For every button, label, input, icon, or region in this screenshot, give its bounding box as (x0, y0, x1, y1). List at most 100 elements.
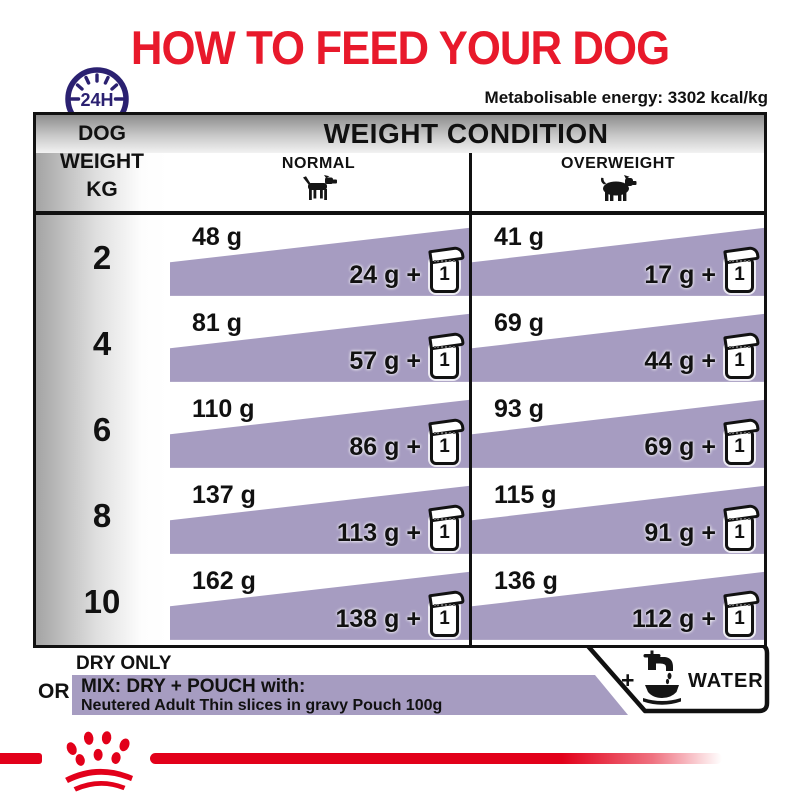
feeding-table: WEIGHT CONDITION DOG WEIGHT KG NORMAL (33, 112, 767, 648)
pouch-icon: 1 (430, 257, 459, 293)
dry-amount: 162 g (192, 567, 256, 595)
water-label: WATER (688, 670, 764, 692)
mix-grams: 17 g (644, 260, 695, 289)
cell-normal: 137 g 113 g + 1 (170, 473, 469, 559)
plus-sign: + (406, 260, 421, 289)
table-header-band (36, 115, 764, 153)
cell-overweight: 115 g 91 g + 1 (472, 473, 764, 559)
dry-amount: 48 g (192, 223, 243, 251)
mix-grams: 57 g (349, 346, 400, 375)
table-row: 8 137 g 113 g + 1 115 g 91 g + (36, 473, 764, 559)
mix-grams: 138 g (335, 604, 400, 633)
weight-value: 10 (83, 583, 121, 620)
pouch-icon: 1 (430, 343, 459, 379)
mix-grams: 91 g (644, 518, 695, 547)
pouch-icon: 1 (725, 429, 754, 465)
table-row: 4 81 g 57 g + 1 69 g 44 g + (36, 301, 764, 387)
plus-sign: + (406, 346, 421, 375)
plus-sign: + (701, 518, 716, 547)
mix-amount: 112 g + 1 (632, 601, 754, 637)
weight-column-background (36, 153, 168, 645)
column-header-normal: NORMAL (168, 155, 469, 201)
mix-grams: 112 g (631, 604, 695, 633)
weight-value: 4 (92, 325, 112, 362)
table-row: 2 48 g 24 g + 1 41 g 17 g + (36, 215, 764, 301)
royal-canin-crown-logo (65, 731, 133, 792)
dry-amount: 137 g (192, 481, 256, 509)
plus-sign: + (701, 346, 716, 375)
mix-amount: 138 g + 1 (335, 601, 459, 637)
weight-header-line: DOG (78, 122, 126, 145)
pouch-icon: 1 (430, 429, 459, 465)
mix-amount: 57 g + 1 (349, 343, 459, 379)
dry-amount: 115 g (494, 481, 557, 509)
plus-sign: + (406, 604, 421, 633)
header-separator (36, 211, 764, 215)
weight-header-line: WEIGHT (60, 150, 144, 173)
dry-amount: 136 g (494, 567, 558, 595)
dry-amount: 41 g (494, 223, 545, 251)
mix-grams: 113 g (336, 518, 400, 547)
cell-overweight: 69 g 44 g + 1 (472, 301, 764, 387)
weight-header-line: KG (86, 178, 118, 201)
red-stripe-left (0, 753, 42, 764)
mix-grams: 44 g (644, 346, 695, 375)
column-label: OVERWEIGHT (560, 155, 676, 172)
pouch-icon: 1 (430, 515, 459, 551)
column-label: NORMAL (281, 155, 356, 172)
water-plus-sign: + (621, 667, 635, 693)
dry-only-label: DRY ONLY (76, 653, 172, 674)
pouch-icon: 1 (430, 601, 459, 637)
mix-instruction-band: MIX: DRY + POUCH with: Neutered Adult Th… (72, 675, 628, 715)
pouch-icon: 1 (725, 601, 754, 637)
condition-subheader: NORMAL OVERWEIGHT (168, 153, 764, 211)
cell-overweight: 93 g 69 g + 1 (472, 387, 764, 473)
plus-sign: + (406, 518, 421, 547)
mix-amount: 86 g + 1 (349, 429, 459, 465)
condition-header: WEIGHT CONDITION (323, 118, 609, 149)
mix-amount: 113 g + 1 (337, 515, 459, 551)
pouch-icon: 1 (725, 343, 754, 379)
weight-value: 6 (92, 411, 112, 448)
page-title: HOW TO FEED YOUR DOG (130, 21, 670, 74)
pouch-icon: 1 (725, 515, 754, 551)
or-label: OR (38, 680, 70, 703)
mix-title: MIX: DRY + POUCH with: (81, 676, 306, 697)
weight-value: 2 (92, 239, 112, 276)
red-stripe-right (150, 753, 722, 764)
mix-subtitle: Neutered Adult Thin slices in gravy Pouc… (81, 697, 443, 714)
mix-amount: 44 g + 1 (644, 343, 754, 379)
plus-sign: + (406, 432, 421, 461)
plus-sign: + (701, 260, 716, 289)
cell-overweight: 41 g 17 g + 1 (472, 215, 764, 301)
dry-amount: 69 g (494, 309, 545, 337)
column-header-overweight: OVERWEIGHT (472, 155, 764, 201)
svg-text:24H: 24H (80, 90, 113, 110)
cell-normal: 48 g 24 g + 1 (170, 215, 469, 301)
dry-amount: 93 g (494, 395, 545, 423)
weight-column-header: DOG WEIGHT KG (36, 120, 168, 204)
table-row: 10 162 g 138 g + 1 136 g 112 g + (36, 559, 764, 645)
mix-amount: 69 g + 1 (644, 429, 754, 465)
plus-sign: + (701, 432, 716, 461)
cell-normal: 81 g 57 g + 1 (170, 301, 469, 387)
cell-normal: 110 g 86 g + 1 (170, 387, 469, 473)
weight-value: 8 (92, 497, 112, 534)
table-row: 6 110 g 86 g + 1 93 g 69 g + (36, 387, 764, 473)
mix-amount: 91 g + 1 (644, 515, 754, 551)
dog-overweight-icon (600, 175, 637, 201)
mix-grams: 24 g (349, 260, 400, 289)
dry-amount: 81 g (192, 309, 243, 337)
dog-normal-icon (302, 175, 337, 200)
pouch-icon: 1 (725, 257, 754, 293)
cell-normal: 162 g 138 g + 1 (170, 559, 469, 645)
dry-amount: 110 g (192, 395, 255, 423)
energy-note: Metabolisable energy: 3302 kcal/kg (484, 88, 768, 107)
mix-grams: 69 g (644, 432, 695, 461)
cell-overweight: 136 g 112 g + 1 (472, 559, 764, 645)
tap-bowl-water-icon (643, 650, 681, 705)
table-rows: 2 48 g 24 g + 1 41 g 17 g + (36, 215, 764, 645)
plus-sign: + (701, 604, 716, 633)
mix-amount: 17 g + 1 (644, 257, 754, 293)
